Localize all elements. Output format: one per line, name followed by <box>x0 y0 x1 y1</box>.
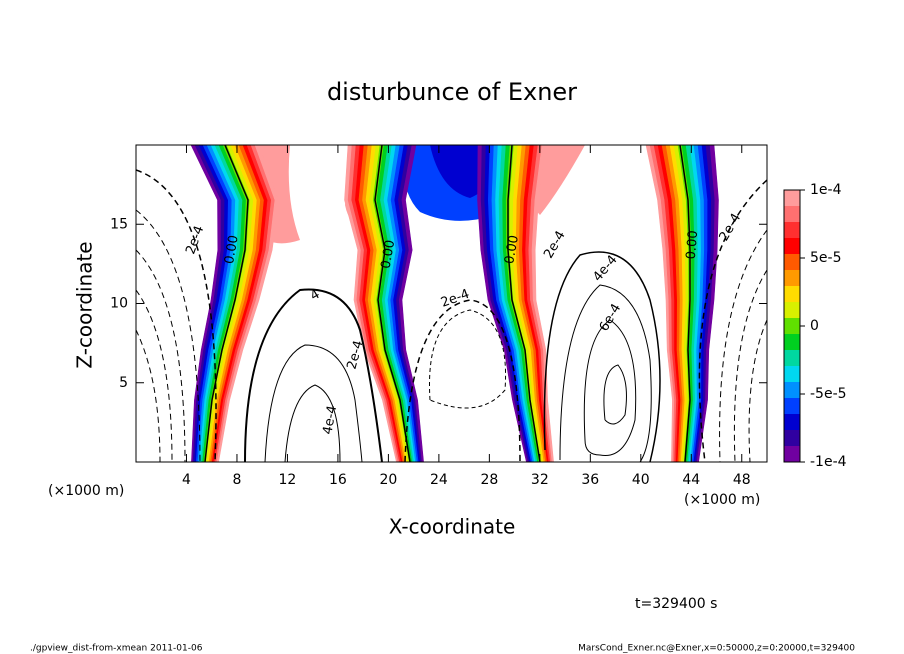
time-label: t=329400 s <box>635 596 717 612</box>
y-unit-label: (×1000 m) <box>48 483 124 499</box>
contour-label: 0.00 <box>684 230 701 260</box>
contour-label: 2e-4 <box>183 224 207 257</box>
y-axis-label: Z-coordinate <box>73 241 97 368</box>
colorbar-tick-label: 5e-5 <box>810 250 841 266</box>
contour-label: 4e-4 <box>590 253 620 285</box>
contour-line <box>136 289 173 462</box>
contour-line <box>136 209 201 462</box>
contour-line <box>264 344 363 462</box>
contour-line <box>244 288 383 462</box>
zero-contour <box>507 145 541 462</box>
colorbar-swatch <box>784 286 800 303</box>
x-tick-label: 28 <box>480 472 498 488</box>
x-tick-label: 12 <box>279 472 297 488</box>
colorbar-swatch <box>784 382 800 399</box>
colorbar-swatch <box>784 302 800 319</box>
contour-label: 2e-4 <box>717 211 745 244</box>
contour-line <box>429 309 507 409</box>
x-tick-label: 48 <box>733 472 751 488</box>
field-band <box>398 145 424 462</box>
colorbar-swatch <box>784 222 800 239</box>
colorbar-swatch <box>784 350 800 367</box>
colorbar-tick-label: -1e-4 <box>810 454 847 470</box>
colorbar-swatch <box>784 318 800 335</box>
contour-line <box>733 269 767 462</box>
contour-line <box>404 299 521 462</box>
x-axis-label: X-coordinate <box>389 515 516 539</box>
contour-label: 2e-4 <box>345 339 367 371</box>
x-tick-label: 32 <box>531 472 549 488</box>
contour-line <box>136 249 186 462</box>
colorbar-swatch <box>784 334 800 351</box>
y-tick-label: 5 <box>119 375 128 391</box>
contour-line <box>136 329 161 462</box>
y-tick-label: 10 <box>110 296 128 312</box>
x-tick-label: 16 <box>329 472 347 488</box>
contour-line <box>583 319 637 457</box>
x-tick-label: 20 <box>379 472 397 488</box>
zero-contour <box>204 145 249 462</box>
zero-contour <box>679 145 691 462</box>
colorbar-tick-label: 1e-4 <box>810 182 842 198</box>
colorbar-swatch <box>784 270 800 287</box>
zero-contour <box>374 145 411 462</box>
x-unit-label: (×1000 m) <box>684 492 760 508</box>
colorbar-swatch <box>784 366 800 383</box>
field <box>136 145 767 462</box>
contour-line <box>284 384 341 462</box>
colorbar-swatch <box>784 398 800 415</box>
contour-label: 0.00 <box>502 234 522 265</box>
x-tick-label: 36 <box>581 472 599 488</box>
field-band <box>696 145 719 462</box>
colorbar-swatch <box>784 446 800 463</box>
contour-line <box>698 179 767 462</box>
y-tick-label: 15 <box>110 216 128 232</box>
colorbar-swatch <box>784 206 800 223</box>
contour-line <box>543 251 661 462</box>
contour-label: 2e-4 <box>439 287 472 311</box>
field-band <box>216 145 279 462</box>
colorbar-swatch <box>784 238 800 255</box>
colorbar-swatch <box>784 254 800 271</box>
x-tick-label: 4 <box>182 472 191 488</box>
footer-right: MarsCond_Exner.nc@Exner,x=0:50000,z=0:20… <box>578 644 855 654</box>
x-tick-label: 44 <box>682 472 700 488</box>
contour-line <box>559 284 652 462</box>
contour-label: 4e-4 <box>320 404 340 435</box>
x-tick-label: 8 <box>232 472 241 488</box>
contour-line <box>719 229 767 462</box>
colorbar-swatch <box>784 414 800 431</box>
contour-label: 2e-4 <box>541 228 569 261</box>
x-tick-label: 24 <box>430 472 448 488</box>
footer-left: ./gpview_dist-from-xmean 2011-01-06 <box>30 644 203 654</box>
x-tick-label: 40 <box>632 472 650 488</box>
colorbar-tick-label: 0 <box>810 318 819 334</box>
contour-line <box>603 364 627 425</box>
contour-label: 0.00 <box>222 234 242 265</box>
field-band <box>531 145 554 462</box>
colorbar-tick-label: -5e-5 <box>810 386 847 402</box>
contour-line <box>748 319 767 462</box>
contour-label: 0.00 <box>379 239 399 270</box>
colorbar-swatch <box>784 430 800 447</box>
contour-line <box>136 169 217 462</box>
colorbar-swatch <box>784 190 800 207</box>
chart-title: disturbunce of Exner <box>327 78 577 106</box>
